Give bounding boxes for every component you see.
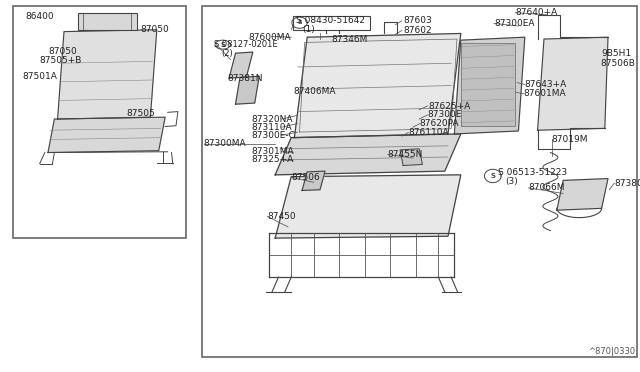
- Text: 87300MA: 87300MA: [204, 139, 246, 148]
- Text: (2): (2): [221, 49, 232, 58]
- Polygon shape: [275, 134, 461, 175]
- Polygon shape: [302, 171, 325, 190]
- Text: 87050: 87050: [141, 25, 170, 34]
- Text: 87620PA: 87620PA: [420, 119, 460, 128]
- Text: 87600MA: 87600MA: [248, 33, 291, 42]
- Text: 87300EA: 87300EA: [494, 19, 534, 28]
- Polygon shape: [538, 37, 608, 130]
- Text: 87506: 87506: [292, 173, 321, 182]
- Text: 87505: 87505: [127, 109, 156, 118]
- Polygon shape: [236, 76, 259, 104]
- Text: 87601MA: 87601MA: [524, 89, 566, 98]
- Text: 87320NA: 87320NA: [251, 115, 292, 124]
- Text: (3): (3): [506, 177, 518, 186]
- Bar: [461, 43, 515, 126]
- Text: 86400: 86400: [26, 12, 54, 21]
- Polygon shape: [275, 175, 461, 238]
- Text: 87602: 87602: [403, 26, 432, 35]
- Text: 87625+A: 87625+A: [429, 102, 471, 110]
- Bar: [293, 16, 370, 30]
- Text: 87300E: 87300E: [428, 110, 462, 119]
- Text: 876110A: 876110A: [408, 128, 449, 137]
- Text: 87455N: 87455N: [388, 150, 423, 159]
- Text: 87506B: 87506B: [600, 59, 635, 68]
- Text: 9B5H1: 9B5H1: [602, 49, 632, 58]
- Text: 87505+B: 87505+B: [40, 56, 82, 65]
- Text: 87300E-C: 87300E-C: [251, 131, 295, 140]
- Text: 87346M: 87346M: [332, 35, 368, 44]
- Text: 87603: 87603: [403, 16, 432, 25]
- Text: 87381N: 87381N: [227, 74, 262, 83]
- Text: 87501A: 87501A: [22, 72, 57, 81]
- Bar: [13, 6, 186, 238]
- Polygon shape: [557, 179, 608, 210]
- Bar: [202, 6, 637, 357]
- Text: 87380: 87380: [614, 179, 640, 187]
- Text: 87325+A: 87325+A: [251, 155, 293, 164]
- Text: 87450: 87450: [268, 212, 296, 221]
- Text: S 06513-51223: S 06513-51223: [498, 169, 567, 177]
- Text: (1): (1): [302, 25, 315, 34]
- Text: 87640+A: 87640+A: [515, 8, 557, 17]
- Polygon shape: [294, 33, 461, 138]
- Polygon shape: [400, 149, 422, 166]
- Text: 87301MA: 87301MA: [251, 147, 294, 156]
- Text: 87050: 87050: [49, 47, 77, 56]
- Polygon shape: [48, 117, 165, 153]
- Text: S 08430-51642: S 08430-51642: [296, 16, 365, 25]
- Bar: [78, 13, 137, 30]
- Text: ^870|0330: ^870|0330: [588, 347, 635, 356]
- Text: S: S: [297, 20, 302, 25]
- Text: S 08127-0201E: S 08127-0201E: [214, 40, 278, 49]
- Polygon shape: [229, 52, 253, 78]
- Polygon shape: [454, 37, 525, 134]
- Text: 87019M: 87019M: [552, 135, 588, 144]
- Text: 873110A: 873110A: [251, 123, 291, 132]
- Text: S: S: [220, 42, 225, 48]
- Text: 87406MA: 87406MA: [293, 87, 335, 96]
- Polygon shape: [58, 30, 157, 119]
- Text: S: S: [490, 173, 495, 179]
- Text: 87066M: 87066M: [529, 183, 565, 192]
- Text: 87643+A: 87643+A: [525, 80, 567, 89]
